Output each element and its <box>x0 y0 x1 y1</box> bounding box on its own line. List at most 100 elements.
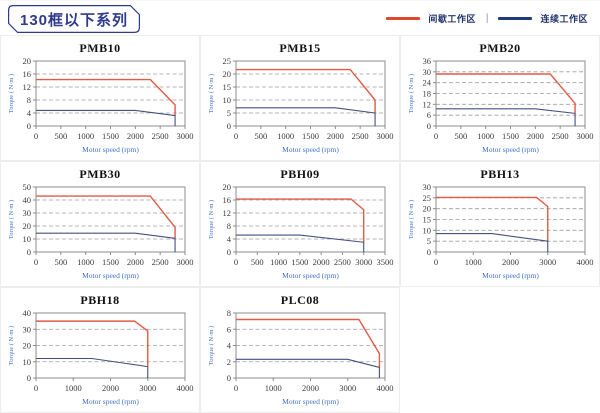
legend: 间歇工作区 | 连续工作区 <box>386 12 588 25</box>
svg-text:1500: 1500 <box>302 131 319 141</box>
svg-text:5: 5 <box>226 108 230 118</box>
svg-text:20: 20 <box>22 341 31 351</box>
svg-text:500: 500 <box>454 131 467 141</box>
charts-grid: PMB10 0 4 8 12 16 20 0 500 1000 1500 2000 2500 3000 Mo… <box>0 35 600 413</box>
svg-text:Torque ( N·m ): Torque ( N·m ) <box>408 200 415 239</box>
svg-text:25: 25 <box>222 56 231 66</box>
svg-text:6: 6 <box>226 324 230 334</box>
chart-cell-pmb10: PMB10 0 4 8 12 16 20 0 500 1000 1500 2000 2500 3000 Mo… <box>0 35 200 161</box>
svg-text:5: 5 <box>426 236 430 246</box>
svg-text:4: 4 <box>226 341 231 351</box>
svg-text:30: 30 <box>422 182 431 192</box>
svg-text:0: 0 <box>33 257 37 267</box>
svg-text:500: 500 <box>250 257 263 267</box>
svg-text:0: 0 <box>233 383 237 393</box>
svg-text:0: 0 <box>26 247 30 257</box>
svg-text:12: 12 <box>22 82 31 92</box>
svg-text:10: 10 <box>22 234 31 244</box>
svg-text:3000: 3000 <box>355 257 372 267</box>
svg-text:Torque ( N·m ): Torque ( N·m ) <box>408 74 415 113</box>
svg-text:0: 0 <box>233 131 237 141</box>
svg-text:2500: 2500 <box>333 257 350 267</box>
svg-text:3500: 3500 <box>376 257 393 267</box>
svg-text:20: 20 <box>22 221 31 231</box>
svg-text:500: 500 <box>54 131 67 141</box>
svg-text:2500: 2500 <box>351 131 368 141</box>
svg-text:Motor speed (rpm): Motor speed (rpm) <box>282 397 339 406</box>
svg-text:25: 25 <box>422 193 431 203</box>
chart-cell-pbh09: PBH09 0 4 8 12 16 20 0 500 1000 1500 2000 2500 3000 35… <box>200 161 400 287</box>
svg-text:0: 0 <box>226 247 230 257</box>
svg-text:15: 15 <box>222 82 231 92</box>
chart-title: PLC08 <box>280 293 320 307</box>
svg-text:20: 20 <box>222 182 231 192</box>
chart-cell-plc08: PLC08 0 2 4 6 8 0 1000 2000 3000 4000 Motor speed (… <box>200 287 400 413</box>
svg-text:Torque ( N·m ): Torque ( N·m ) <box>8 326 15 365</box>
svg-text:8: 8 <box>26 95 30 105</box>
svg-text:0: 0 <box>226 373 230 383</box>
chart-title: PMB15 <box>279 41 321 55</box>
svg-text:8: 8 <box>226 308 230 318</box>
svg-text:4: 4 <box>226 234 231 244</box>
svg-text:0: 0 <box>426 121 430 131</box>
svg-text:10: 10 <box>222 95 231 105</box>
chart-title: PBH18 <box>80 293 120 307</box>
svg-text:1000: 1000 <box>277 131 294 141</box>
svg-text:0: 0 <box>26 373 30 383</box>
title-box-border-icon <box>8 5 140 33</box>
svg-text:2500: 2500 <box>551 131 568 141</box>
svg-text:16: 16 <box>222 195 231 205</box>
svg-text:2500: 2500 <box>151 131 168 141</box>
svg-text:0: 0 <box>233 257 237 267</box>
svg-text:40: 40 <box>22 308 31 318</box>
svg-text:Motor speed (rpm): Motor speed (rpm) <box>482 145 539 154</box>
svg-text:30: 30 <box>22 324 31 334</box>
chart-plot: 0 10 20 30 40 0 1000 2000 3000 4000 Motor speed (r… <box>8 308 194 406</box>
svg-text:24: 24 <box>422 78 431 88</box>
svg-text:1500: 1500 <box>102 131 119 141</box>
svg-text:Motor speed (rpm): Motor speed (rpm) <box>82 145 139 154</box>
chart-cell-pbh18: PBH18 0 10 20 30 40 0 1000 2000 3000 4000 Motor spe… <box>0 287 200 413</box>
legend-separator: | <box>485 12 489 24</box>
svg-text:3000: 3000 <box>539 257 556 267</box>
svg-text:Torque ( N·m ): Torque ( N·m ) <box>208 74 215 113</box>
svg-text:30: 30 <box>422 67 431 77</box>
svg-text:Torque ( N·m ): Torque ( N·m ) <box>208 200 215 239</box>
svg-text:0: 0 <box>33 383 37 393</box>
svg-text:1000: 1000 <box>64 383 81 393</box>
svg-text:Motor speed (rpm): Motor speed (rpm) <box>82 397 139 406</box>
svg-text:2000: 2000 <box>126 257 143 267</box>
header: 130框以下系列 间歇工作区 | 连续工作区 <box>0 1 600 35</box>
svg-text:2000: 2000 <box>302 383 319 393</box>
svg-text:3000: 3000 <box>576 131 593 141</box>
svg-text:Torque ( N·m ): Torque ( N·m ) <box>208 326 215 365</box>
svg-text:1000: 1000 <box>264 383 281 393</box>
svg-text:8: 8 <box>226 221 230 231</box>
svg-text:500: 500 <box>254 131 267 141</box>
svg-text:1500: 1500 <box>102 257 119 267</box>
legend-line-continuous-icon <box>498 16 533 20</box>
page-title-box: 130框以下系列 <box>8 5 140 33</box>
svg-text:Motor speed (rpm): Motor speed (rpm) <box>282 145 339 154</box>
svg-text:50: 50 <box>22 182 31 192</box>
svg-text:10: 10 <box>422 225 431 235</box>
svg-text:20: 20 <box>222 69 231 79</box>
chart-cell-pbh13: PBH13 0 5 10 15 20 25 30 0 1000 2000 3000 4000 Motor … <box>400 161 600 287</box>
chart-cell-pmb30: PMB30 0 10 20 30 40 50 0 500 1000 1500 2000 2500 3000… <box>0 161 200 287</box>
legend-label-continuous: 连续工作区 <box>540 13 588 24</box>
svg-text:0: 0 <box>433 131 437 141</box>
svg-text:20: 20 <box>22 56 31 66</box>
svg-text:4: 4 <box>26 108 31 118</box>
svg-text:1000: 1000 <box>77 131 94 141</box>
svg-text:2000: 2000 <box>502 257 519 267</box>
svg-text:0: 0 <box>433 257 437 267</box>
chart-title: PMB10 <box>79 41 121 55</box>
svg-text:1000: 1000 <box>270 257 287 267</box>
page-title: 130框以下系列 <box>19 11 129 29</box>
svg-text:1000: 1000 <box>77 257 94 267</box>
chart-cell-pmb15: PMB15 0 5 10 15 20 25 0 500 1000 1500 2000 2500 3000 M… <box>200 35 400 161</box>
svg-text:Motor speed (rpm): Motor speed (rpm) <box>482 271 539 280</box>
chart-plot: 0 4 8 12 16 20 0 500 1000 1500 2000 2500 3000 3500 Mot… <box>208 182 394 280</box>
